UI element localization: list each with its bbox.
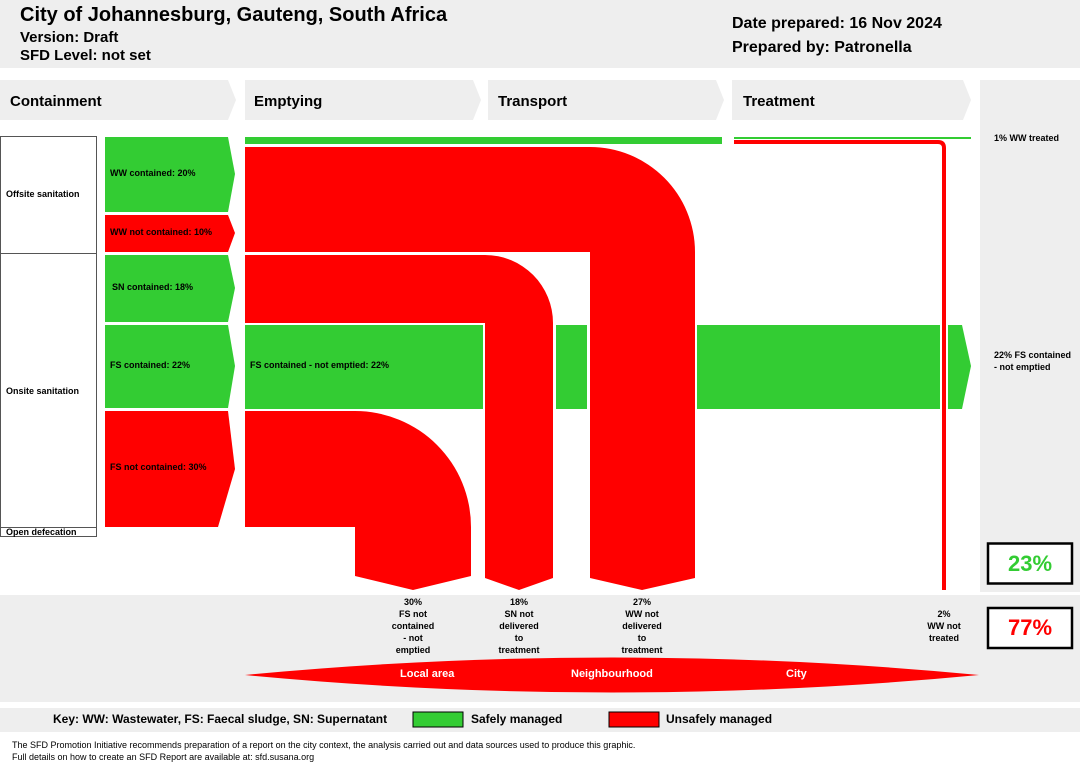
loss-ww-not-treated-l1: WW not — [927, 621, 961, 631]
ww-contained-box — [105, 137, 235, 212]
fs-not-contained-pipe — [245, 411, 471, 590]
sn-contained-box — [105, 255, 235, 322]
fs-not-contained-label: FS not contained: 30% — [110, 462, 207, 472]
loss-fs-not-contained-pct: 30% — [403, 597, 422, 607]
loss-sn-not-delivered-l2: delivered — [499, 621, 539, 631]
footer-line-2: Full details on how to create an SFD Rep… — [12, 752, 315, 762]
ww-treated-flow — [245, 137, 722, 144]
header-panel — [0, 0, 1080, 68]
loss-ww-not-delivered-l3: to — [637, 633, 647, 643]
stage-chevron-emptying — [245, 80, 481, 120]
ww-treated-outcome-label: 1% WW treated — [994, 133, 1060, 143]
safe-total-value: 23% — [1007, 551, 1053, 576]
stage-label-treatment: Treatment — [743, 93, 815, 110]
open-defecation-box — [0, 527, 97, 537]
sn-not-delivered-pipe — [245, 255, 553, 590]
loss-ww-not-delivered-label: 27% WW not delivered to treatment — [612, 596, 672, 656]
ww-contained-label: WW contained: 20% — [110, 168, 196, 178]
loss-fs-not-contained-l2: contained — [391, 621, 435, 631]
ww-treated-line — [734, 137, 971, 139]
loss-sn-not-delivered-label: 18% SN not delivered to treatment — [489, 596, 549, 656]
loss-ww-not-treated-label: 2% WW not treated — [914, 608, 974, 644]
loss-sn-not-delivered-l3: to — [514, 633, 524, 643]
loss-ww-not-delivered-pct: 27% — [632, 597, 651, 607]
stage-label-containment: Containment — [10, 93, 102, 110]
sn-contained-label: SN contained: 18% — [112, 282, 194, 292]
safe-total-box — [986, 542, 1074, 585]
right-outcomes-panel — [980, 80, 1080, 592]
fs-contained-box — [105, 325, 235, 408]
ww-not-contained-box — [105, 215, 235, 252]
fs-not-emptied-flow-label: FS contained - not emptied: 22% — [250, 360, 390, 370]
stage-label-transport: Transport — [498, 93, 568, 110]
open-defecation-label: Open defecation — [6, 527, 77, 537]
page-title: City of Johannesburg, Gauteng, South Afr… — [20, 4, 448, 26]
onsite-label: Onsite sanitation — [6, 386, 80, 396]
loss-fs-not-contained-l1: FS not — [399, 609, 427, 619]
fs-not-emptied-flow-a — [245, 325, 483, 409]
prepared-by-text: Prepared by: Patronella — [732, 39, 912, 56]
loss-ww-not-delivered-l2: delivered — [622, 621, 662, 631]
legend-key-text: Key: WW: Wastewater, FS: Faecal sludge, … — [53, 712, 388, 726]
loss-sn-not-delivered-l1: SN not — [504, 609, 534, 619]
loss-ww-not-treated-l2: treated — [928, 633, 959, 643]
scale-ellipse — [245, 657, 979, 693]
sfd-level-text: SFD Level: not set — [20, 47, 151, 64]
legend-unsafe-text: Unsafely managed — [666, 712, 773, 726]
date-prepared-text: Date prepared: 16 Nov 2024 — [732, 15, 942, 32]
safe-swatch — [412, 711, 464, 728]
ww-not-delivered-pipe — [245, 147, 695, 590]
loss-ww-not-delivered-l4: treatment — [621, 645, 663, 655]
offsite-box — [0, 136, 97, 254]
loss-sn-not-delivered-l4: treatment — [498, 645, 540, 655]
loss-sn-not-delivered-pct: 18% — [509, 597, 528, 607]
unsafe-total-value: 77% — [1007, 615, 1053, 640]
fs-not-emptied-flow-c — [697, 325, 940, 409]
fs-not-emptied-flow-b — [556, 325, 587, 409]
stage-chevron-containment — [0, 80, 236, 120]
ww-not-treated-line — [734, 140, 946, 590]
fs-contained-label: FS contained: 22% — [110, 360, 191, 370]
version-text: Version: Draft — [20, 29, 119, 46]
footer-line-1: The SFD Promotion Initiative recommends … — [12, 740, 636, 750]
fs-not-emptied-outcome-label: 22% FS contained - not emptied — [994, 350, 1072, 372]
offsite-label: Offsite sanitation — [6, 189, 80, 199]
stage-label-emptying: Emptying — [254, 93, 323, 110]
onsite-box — [0, 253, 97, 528]
fs-not-contained-box — [105, 411, 235, 527]
scale-city-label: City — [786, 668, 807, 680]
fs-not-emptied-arrow — [948, 325, 971, 409]
stage-chevron-transport — [488, 80, 724, 120]
ww-not-contained-label: WW not contained: 10% — [110, 227, 212, 237]
legend-safe-text: Safely managed — [471, 712, 563, 726]
scale-local-label: Local area — [400, 668, 455, 680]
stage-chevron-treatment — [732, 80, 971, 120]
unsafe-total-box — [986, 606, 1074, 650]
loss-fs-not-contained-label: 30% FS not contained - not emptied — [383, 596, 443, 656]
scale-neighbourhood-label: Neighbourhood — [571, 668, 653, 680]
loss-ww-not-treated-pct: 2% — [937, 609, 951, 619]
loss-fs-not-contained-l4: emptied — [395, 645, 431, 655]
key-panel — [0, 708, 1080, 732]
loss-fs-not-contained-l3: - not — [403, 633, 423, 643]
loss-ww-not-delivered-l1: WW not — [625, 609, 659, 619]
unsafe-swatch — [608, 711, 660, 728]
